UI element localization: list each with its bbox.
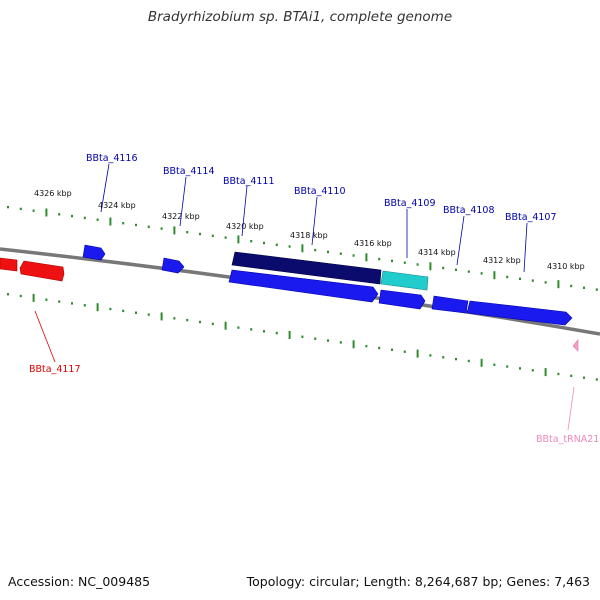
gene-BBta_4114[interactable] xyxy=(161,257,185,274)
scale-label-4318: 4318 kbp xyxy=(290,231,328,240)
leader-BBta_tRNA21 xyxy=(567,386,575,431)
gene-BBta_4107-part1[interactable] xyxy=(431,295,469,314)
genome-title: Bradyrhizobium sp. BTAi1, complete genom… xyxy=(147,9,453,25)
scale-label-4320: 4320 kbp xyxy=(226,222,264,231)
gene-BBta_4117[interactable] xyxy=(19,260,65,282)
scale-label-4324: 4324 kbp xyxy=(98,201,136,210)
outer-scale-ticks xyxy=(7,205,598,291)
label-BBta_4117[interactable]: BBta_4117 xyxy=(29,364,81,375)
label-BBta_4108[interactable]: BBta_4108 xyxy=(443,205,495,216)
label-BBta_4110[interactable]: BBta_4110 xyxy=(294,186,346,197)
gene-BBta_4117-part1[interactable] xyxy=(0,257,18,272)
leader-BBta_4107 xyxy=(523,222,528,273)
label-BBta_4111[interactable]: BBta_4111 xyxy=(223,176,275,187)
gene-BBta_4111[interactable] xyxy=(231,251,382,285)
leader-BBta_4116 xyxy=(100,163,110,213)
gene-BBta_4107[interactable] xyxy=(466,300,573,326)
gene-BBta_4108[interactable] xyxy=(378,289,426,310)
label-BBta_4109[interactable]: BBta_4109 xyxy=(384,198,436,209)
gene-BBta_4109[interactable] xyxy=(380,270,429,291)
genome-summary-footer: Topology: circular; Length: 8,264,687 bp… xyxy=(246,574,590,589)
scale-label-4310: 4310 kbp xyxy=(547,262,585,271)
scale-label-4326: 4326 kbp xyxy=(34,189,72,198)
gene-BBta_tRNA21[interactable] xyxy=(572,339,579,352)
label-BBta_4114[interactable]: BBta_4114 xyxy=(163,166,215,177)
label-BBta_4116[interactable]: BBta_4116 xyxy=(86,153,138,164)
inner-scale-ticks xyxy=(7,293,598,381)
scale-label-4314: 4314 kbp xyxy=(418,248,456,257)
label-BBta_4107[interactable]: BBta_4107 xyxy=(505,212,557,223)
leader-BBta_4111 xyxy=(241,185,248,237)
leader-BBta_4110 xyxy=(311,196,318,246)
gene-BBta_4116[interactable] xyxy=(82,244,106,261)
gene-BBta_4110[interactable] xyxy=(228,269,379,303)
scale-label-4312: 4312 kbp xyxy=(483,256,521,265)
label-BBta_tRNA21[interactable]: BBta_tRNA21 xyxy=(536,434,599,445)
leader-BBta_4114 xyxy=(179,176,187,227)
accession-footer: Accession: NC_009485 xyxy=(8,574,151,589)
leader-BBta_4108 xyxy=(456,215,465,266)
scale-label-4316: 4316 kbp xyxy=(354,239,392,248)
leader-BBta_4117 xyxy=(34,310,56,363)
